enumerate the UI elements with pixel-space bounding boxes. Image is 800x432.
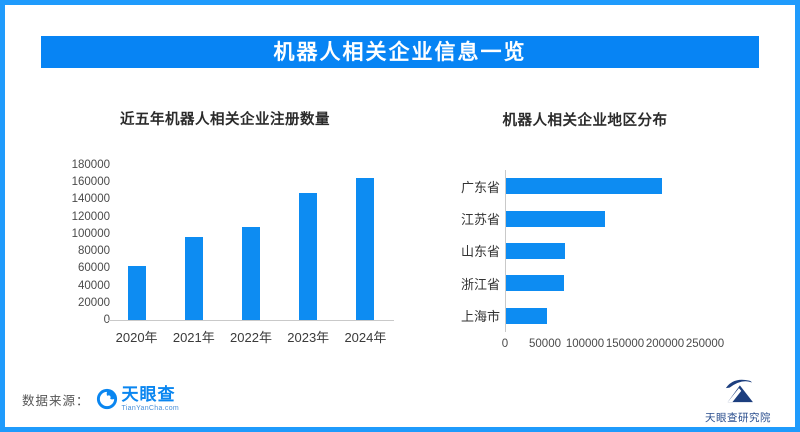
region-label: 江苏省: [460, 212, 500, 228]
regions-category-labels: 广东省江苏省山东省浙江省上海市: [430, 170, 500, 332]
registrations-plot-area: [108, 165, 394, 321]
region-bar: [506, 242, 566, 259]
x-tick-label: 50000: [529, 338, 561, 350]
chart-title-registrations: 近五年机器人相关企业注册数量: [120, 112, 330, 128]
region-label: 浙江省: [460, 276, 500, 292]
institute-logo: 天眼查研究院: [702, 376, 774, 425]
page-title: 机器人相关企业信息一览: [41, 36, 759, 68]
x-tick-label: 150000: [605, 338, 645, 350]
tianyancha-logo: 天眼查 TianYanCha.com: [96, 386, 180, 412]
institute-mountain-icon: [725, 379, 753, 403]
institute-label: 天眼查研究院: [705, 412, 771, 424]
x-tick-label: 2021年: [172, 330, 215, 345]
x-tick-label: 2024年: [344, 330, 387, 345]
region-row: [506, 202, 706, 234]
registrations-bar: [127, 265, 146, 320]
region-bar: [506, 178, 662, 195]
y-tick-label: 60000: [78, 262, 110, 275]
y-tick-label: 100000: [71, 227, 110, 240]
region-bar: [506, 210, 606, 227]
tianyancha-name: 天眼查: [121, 385, 176, 404]
data-source: 数据来源： 天眼查 TianYanCha.com: [22, 386, 179, 412]
region-label: 上海市: [460, 309, 500, 325]
registrations-bar: [299, 192, 318, 320]
region-bar: [506, 275, 564, 292]
x-tick-label: 250000: [685, 338, 725, 350]
region-row: [506, 300, 706, 332]
y-tick-label: 120000: [71, 210, 110, 223]
y-tick-label: 160000: [71, 176, 110, 189]
regions-x-axis-labels: 0 50000 100000 150000 200000 250000: [501, 338, 724, 352]
region-row: [506, 170, 706, 202]
region-row: [506, 235, 706, 267]
y-tick-label: 40000: [78, 279, 110, 292]
region-label: 广东省: [460, 179, 500, 195]
x-tick-label: 2023年: [287, 330, 330, 345]
registrations-bar: [241, 227, 260, 320]
tianyancha-eye-icon: [96, 388, 117, 410]
registrations-x-axis-labels: 2020年 2021年 2022年 2023年 2024年: [108, 327, 394, 346]
region-row: [506, 267, 706, 299]
x-tick-label: 100000: [565, 338, 605, 350]
y-tick-label: 140000: [71, 193, 110, 206]
registrations-y-axis-labels: 0 20000 40000 60000 80000 100000 120000 140000 1…: [50, 159, 110, 326]
tianyancha-wordmark: 天眼查 TianYanCha.com: [122, 386, 180, 412]
x-tick-label: 200000: [645, 338, 685, 350]
y-tick-label: 0: [103, 314, 110, 326]
y-tick-label: 80000: [78, 245, 110, 258]
x-tick-label: 2020年: [115, 330, 158, 345]
y-tick-label: 180000: [71, 159, 110, 171]
chart-title-regions: 机器人相关企业地区分布: [502, 113, 668, 129]
tianyancha-domain: TianYanCha.com: [121, 405, 180, 412]
registrations-bar: [356, 177, 375, 320]
registrations-bar: [184, 237, 203, 320]
region-label: 山东省: [460, 244, 500, 260]
region-bar: [506, 307, 547, 324]
regions-plot-area: [505, 170, 706, 332]
x-tick-label: 2022年: [230, 330, 272, 345]
y-tick-label: 20000: [78, 296, 110, 309]
source-label: 数据来源：: [22, 393, 90, 408]
x-tick-label: 0: [501, 338, 509, 350]
